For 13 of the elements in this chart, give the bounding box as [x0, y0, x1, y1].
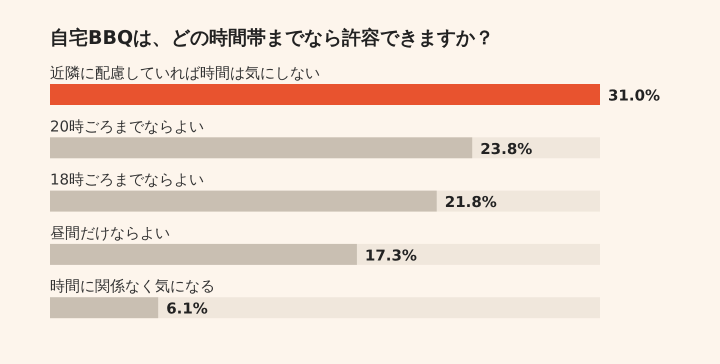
y-tick-label: 時間に関係なく気になる	[50, 277, 215, 296]
y-tick-label: 20時ごろまでならよい	[50, 117, 204, 136]
y-tick-label: 昼間だけならよい	[50, 224, 170, 242]
data-label: 6.1%	[166, 300, 208, 318]
data-label: 23.8%	[480, 140, 532, 158]
y-tick-label: 近隣に配慮していれば時間は気にしない	[50, 64, 320, 82]
y-tick-label: 18時ごろまでならよい	[50, 170, 204, 189]
bar	[50, 297, 158, 318]
chart-title: 自宅BBQは、どの時間帯までなら許容できますか？	[50, 27, 494, 49]
bar	[50, 84, 600, 105]
data-label: 21.8%	[444, 193, 497, 212]
data-label: 31.0%	[608, 86, 660, 104]
data-label: 17.3%	[364, 246, 417, 264]
